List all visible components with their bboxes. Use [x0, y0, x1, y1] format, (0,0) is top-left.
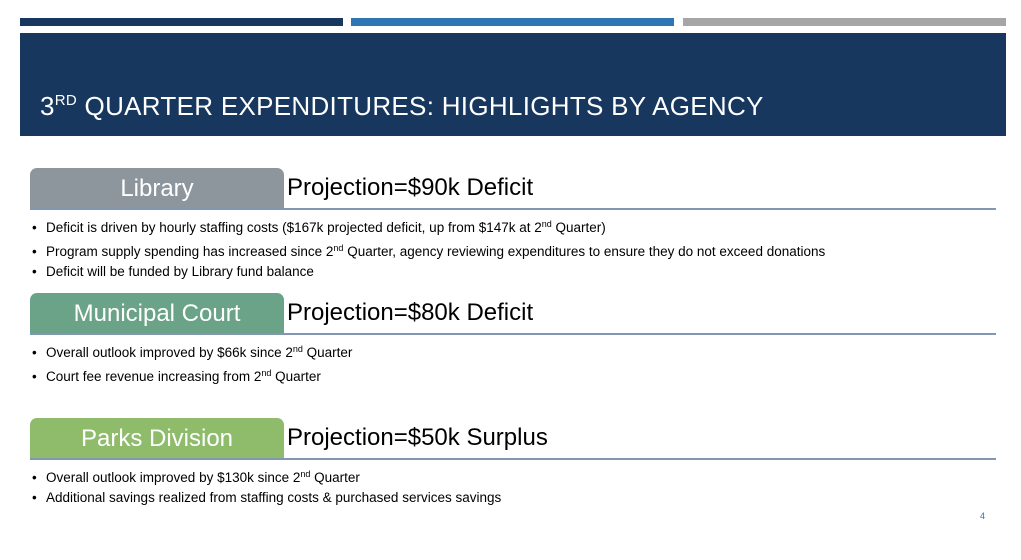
bullet-item: Deficit is driven by hourly staffing cos… [32, 214, 825, 238]
bullet-item: Overall outlook improved by $66k since 2… [32, 339, 352, 363]
top-accent-bar-blue [351, 18, 674, 26]
projection-parks-division: Projection=$50k Surplus [287, 424, 548, 451]
projection-municipal-court: Projection=$80k Deficit [287, 299, 534, 326]
top-accent-bar-gray [683, 18, 1006, 26]
bullet-list-parks-division: Overall outlook improved by $130k since … [32, 464, 501, 508]
section-rule [30, 208, 996, 210]
bullet-item: Court fee revenue increasing from 2nd Qu… [32, 363, 352, 387]
bullet-item: Program supply spending has increased si… [32, 238, 825, 262]
slide-title: 3RD QUARTER EXPENDITURES: HIGHLIGHTS BY … [40, 91, 764, 121]
bullet-item: Additional savings realized from staffin… [32, 488, 501, 508]
bullet-item: Deficit will be funded by Library fund b… [32, 262, 825, 282]
section-rule [30, 458, 996, 460]
section-rule [30, 333, 996, 335]
top-accent-bar-navy [20, 18, 343, 26]
bullet-item: Overall outlook improved by $130k since … [32, 464, 501, 488]
agency-tab-municipal-court: Municipal Court [30, 293, 284, 333]
title-band: 3RD QUARTER EXPENDITURES: HIGHLIGHTS BY … [20, 33, 1006, 136]
agency-tab-parks-division: Parks Division [30, 418, 284, 458]
bullet-list-library: Deficit is driven by hourly staffing cos… [32, 214, 825, 282]
page-number: 4 [980, 511, 986, 521]
projection-library: Projection=$90k Deficit [287, 174, 534, 201]
bullet-list-municipal-court: Overall outlook improved by $66k since 2… [32, 339, 352, 387]
agency-tab-library: Library [30, 168, 284, 208]
